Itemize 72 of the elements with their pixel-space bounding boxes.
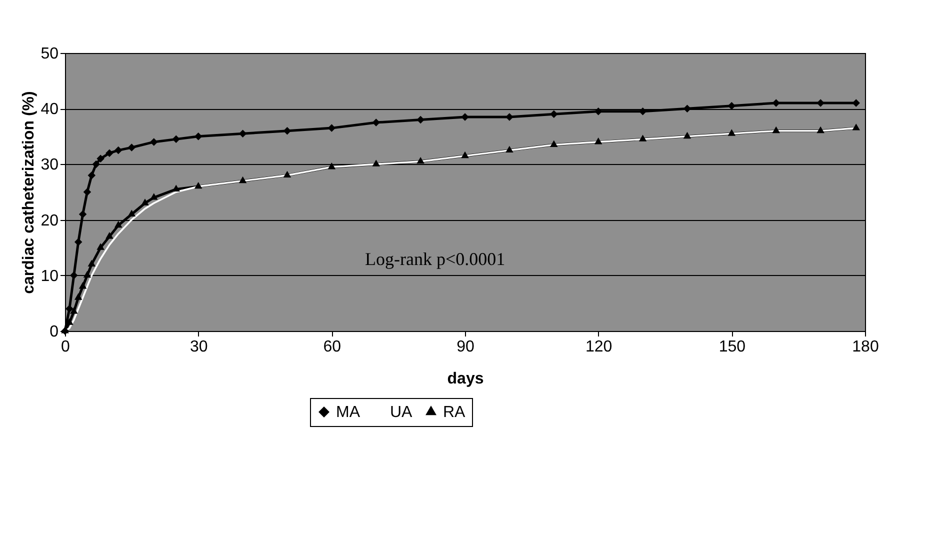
point (150, 193, 158, 200)
y-tick-label: 40 (40, 101, 59, 118)
point (238, 176, 247, 184)
point (772, 126, 780, 134)
point (372, 118, 380, 126)
point (728, 129, 736, 136)
point (114, 220, 122, 228)
x-axis-title: days (447, 370, 484, 388)
point (172, 135, 180, 144)
point (141, 198, 149, 206)
point (66, 304, 74, 313)
point (78, 282, 87, 289)
x-tick-label: 90 (456, 338, 474, 356)
point (594, 137, 602, 144)
x-tick-label: 180 (852, 338, 879, 356)
point (416, 116, 424, 124)
point (150, 138, 158, 146)
point (238, 130, 247, 138)
point (550, 110, 558, 118)
point (70, 272, 78, 280)
point (372, 160, 380, 166)
x-tick-label: 120 (585, 338, 612, 356)
point (92, 160, 100, 168)
point (816, 126, 824, 134)
point (728, 102, 736, 110)
x-tick-label: 0 (61, 338, 70, 356)
point (506, 146, 514, 153)
point (83, 188, 92, 196)
point (78, 210, 87, 218)
point (114, 146, 122, 154)
point (283, 170, 292, 178)
x-tick-label: 30 (190, 338, 208, 356)
point (550, 140, 558, 147)
text: UA (390, 404, 413, 421)
x-tick-label: 150 (718, 338, 746, 356)
y-tick-label: 50 (40, 46, 59, 62)
point (461, 113, 469, 121)
point (328, 124, 336, 132)
point (816, 99, 824, 107)
legend-label: MA (336, 404, 360, 421)
point (96, 154, 104, 163)
point (106, 149, 114, 157)
point (83, 270, 92, 278)
point (96, 243, 104, 250)
point (683, 132, 692, 139)
point (283, 126, 292, 135)
point (416, 156, 424, 164)
point (88, 171, 96, 180)
y-tick-label: 20 (40, 212, 59, 230)
point (88, 260, 96, 267)
point (70, 307, 78, 314)
point (638, 134, 647, 142)
point (74, 238, 82, 246)
point (128, 144, 136, 152)
y-tick-label: 30 (40, 156, 59, 174)
point (194, 132, 202, 140)
point (852, 99, 860, 107)
point (506, 113, 514, 121)
point (328, 162, 336, 170)
point (128, 210, 136, 216)
point (106, 232, 114, 239)
legend-label: RA (443, 404, 466, 421)
point (74, 293, 82, 300)
x-tick-label: 60 (323, 338, 342, 356)
point (194, 182, 202, 189)
point (852, 124, 860, 130)
point (461, 151, 469, 158)
y-tick-label: 10 (40, 268, 59, 285)
annotation: Log-rank p<0.0001 (365, 249, 506, 269)
y-tick-label: 0 (50, 324, 59, 340)
y-axis-title: cardiac catheterization (%) (20, 91, 38, 294)
point (772, 99, 780, 107)
